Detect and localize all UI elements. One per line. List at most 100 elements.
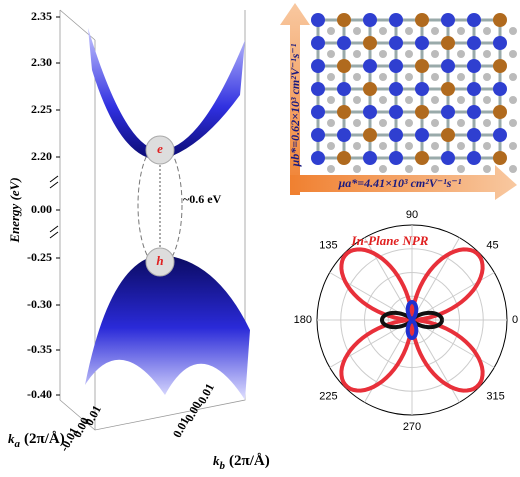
atom bbox=[363, 13, 377, 27]
atom bbox=[311, 59, 325, 73]
atom bbox=[441, 13, 455, 27]
atom-small bbox=[483, 50, 491, 58]
atom-small bbox=[457, 119, 465, 127]
atom bbox=[389, 82, 403, 96]
atom bbox=[363, 82, 377, 96]
atom bbox=[493, 59, 507, 73]
atom bbox=[363, 59, 377, 73]
y-tick-label: 2.25 bbox=[31, 102, 52, 116]
angle-label: 0 bbox=[512, 314, 518, 326]
atom-small bbox=[509, 165, 517, 173]
atom bbox=[389, 105, 403, 119]
atom bbox=[311, 128, 325, 142]
atom bbox=[337, 105, 351, 119]
atom bbox=[441, 128, 455, 142]
band-panel: e h ~0.6 eV Energy (eV) 2.35 2.30 2.25 2.20… bbox=[7, 9, 270, 472]
polar-title: In-Plane NPR bbox=[351, 233, 429, 248]
atom-small bbox=[327, 96, 335, 104]
angle-label: 315 bbox=[486, 390, 504, 402]
atom bbox=[337, 59, 351, 73]
axis-break bbox=[49, 175, 59, 239]
atom bbox=[337, 13, 351, 27]
atom bbox=[363, 151, 377, 165]
y-tick-label: -0.35 bbox=[27, 342, 52, 356]
atom-small bbox=[431, 50, 439, 58]
ka-unit: (2π/Å) bbox=[24, 431, 65, 447]
atom-small bbox=[457, 27, 465, 35]
atom bbox=[389, 151, 403, 165]
atom bbox=[389, 36, 403, 50]
atom bbox=[415, 105, 429, 119]
kb-tick-label: -0.01 bbox=[193, 381, 217, 410]
atom-small bbox=[431, 27, 439, 35]
atom-small bbox=[483, 119, 491, 127]
y-tick-label: -0.30 bbox=[27, 297, 52, 311]
atom-small bbox=[405, 142, 413, 150]
electron-dot bbox=[145, 135, 175, 165]
y-tick-label: 0.00 bbox=[31, 202, 52, 216]
atom-small bbox=[353, 50, 361, 58]
atom-small bbox=[509, 50, 517, 58]
atom-small bbox=[509, 96, 517, 104]
atom bbox=[363, 36, 377, 50]
arrow-b bbox=[280, 3, 310, 195]
atom-small bbox=[379, 50, 387, 58]
atom-small bbox=[457, 165, 465, 173]
atom-small bbox=[379, 27, 387, 35]
atom bbox=[389, 59, 403, 73]
atom bbox=[363, 105, 377, 119]
atom bbox=[415, 36, 429, 50]
atom-small bbox=[405, 119, 413, 127]
atom bbox=[311, 105, 325, 119]
angle-label: 225 bbox=[319, 390, 337, 402]
y-tick-label: 2.20 bbox=[31, 149, 52, 163]
angle-label: 45 bbox=[486, 240, 498, 252]
atom-small bbox=[405, 96, 413, 104]
y-tick-label: -0.40 bbox=[27, 387, 52, 401]
hole-dot bbox=[145, 247, 175, 277]
polar-curve bbox=[405, 299, 419, 341]
atom bbox=[467, 82, 481, 96]
y-tick-label: -0.25 bbox=[27, 250, 52, 264]
atom bbox=[467, 128, 481, 142]
atom bbox=[337, 82, 351, 96]
angle-label: 180 bbox=[294, 314, 312, 326]
atom bbox=[467, 151, 481, 165]
atom-small bbox=[353, 73, 361, 81]
atom bbox=[311, 36, 325, 50]
conduction-band bbox=[88, 28, 245, 160]
atom bbox=[467, 105, 481, 119]
atom-small bbox=[483, 142, 491, 150]
atom-small bbox=[379, 142, 387, 150]
atom bbox=[415, 82, 429, 96]
atom-small bbox=[327, 50, 335, 58]
atom-small bbox=[379, 96, 387, 104]
atom-small bbox=[353, 119, 361, 127]
atom-small bbox=[483, 96, 491, 104]
axis-label: Energy (eV) bbox=[7, 177, 22, 243]
atom-small bbox=[431, 119, 439, 127]
atom bbox=[493, 151, 507, 165]
atom-small bbox=[327, 27, 335, 35]
atom bbox=[311, 82, 325, 96]
atom bbox=[441, 36, 455, 50]
atom-small bbox=[483, 73, 491, 81]
y-tick-label: 2.35 bbox=[31, 9, 52, 23]
angle-label: 270 bbox=[403, 421, 421, 433]
atom bbox=[493, 105, 507, 119]
atom-small bbox=[509, 142, 517, 150]
atom bbox=[441, 59, 455, 73]
hole-label: h bbox=[156, 253, 163, 268]
valence-band bbox=[85, 255, 250, 400]
atom bbox=[415, 13, 429, 27]
gap-label: ~0.6 eV bbox=[183, 192, 222, 206]
atom bbox=[493, 13, 507, 27]
atom bbox=[415, 151, 429, 165]
ka-sub: a bbox=[15, 438, 21, 450]
atom-small bbox=[353, 96, 361, 104]
atom-small bbox=[405, 165, 413, 173]
lattice-panel bbox=[280, 3, 517, 200]
atom-small bbox=[327, 142, 335, 150]
atom-small bbox=[457, 50, 465, 58]
atom bbox=[441, 151, 455, 165]
